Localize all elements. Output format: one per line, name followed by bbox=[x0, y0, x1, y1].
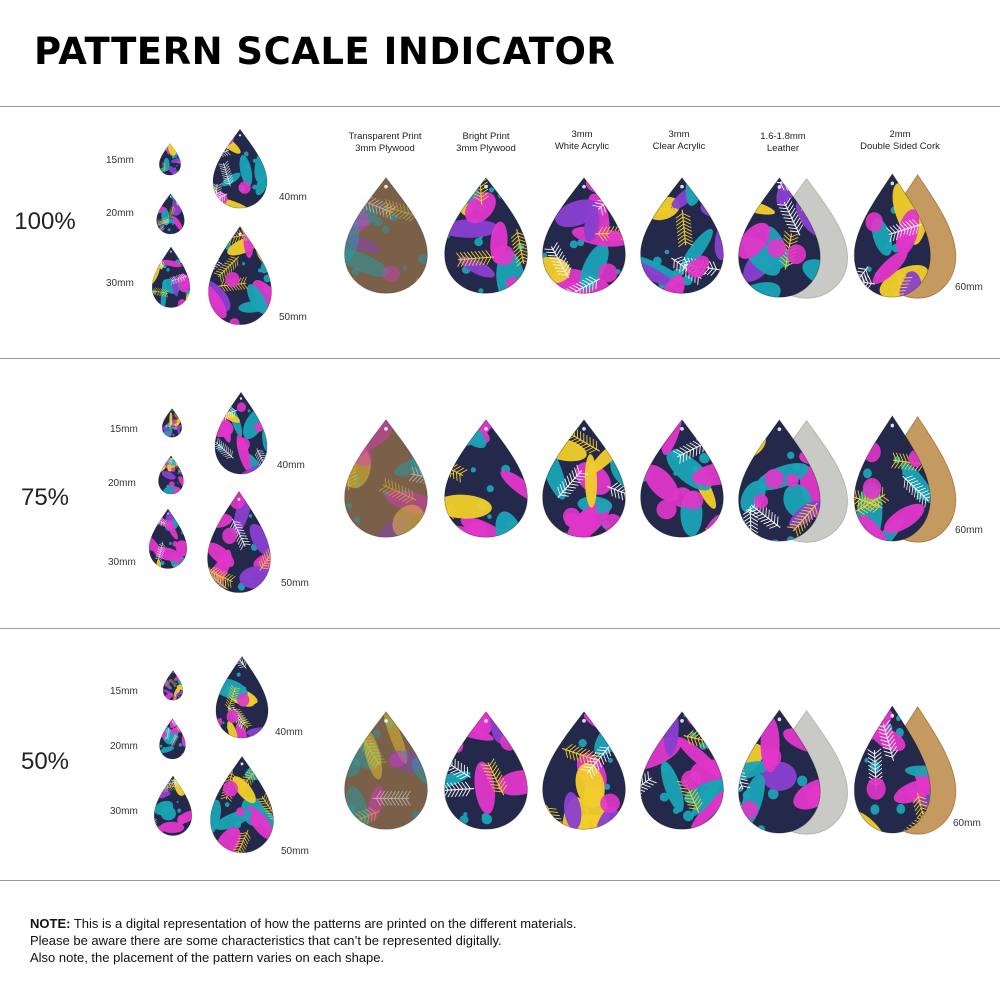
note-line-2: Please be aware there are some character… bbox=[30, 933, 502, 948]
sample-clear-acrylic-100 bbox=[636, 176, 728, 296]
sample-50mm-50 bbox=[207, 755, 277, 855]
sample-20mm-100 bbox=[155, 193, 186, 235]
sample-40mm-50 bbox=[213, 655, 271, 740]
note-label: NOTE: bbox=[30, 916, 71, 931]
size-label-50mm: 50mm bbox=[281, 578, 309, 589]
sample-20mm-75 bbox=[157, 455, 185, 495]
material-label-white-acrylic: 3mm White Acrylic bbox=[554, 129, 610, 152]
sample-white-acrylic-75 bbox=[538, 418, 630, 540]
size-label-40mm: 40mm bbox=[279, 192, 307, 203]
scale-label-75: 75% bbox=[20, 484, 70, 511]
sample-30mm-75 bbox=[147, 508, 189, 570]
size-label-20mm: 20mm bbox=[106, 208, 134, 219]
sample-40mm-100 bbox=[210, 128, 270, 210]
size-label-30mm: 30mm bbox=[108, 557, 136, 568]
sample-15mm-75 bbox=[161, 408, 183, 438]
divider bbox=[0, 358, 1000, 359]
note-line-3: Also note, the placement of the pattern … bbox=[30, 950, 385, 965]
size-label-30mm: 30mm bbox=[106, 278, 134, 289]
sample-50mm-100 bbox=[205, 225, 275, 327]
page-title: PATTERN SCALE INDICATOR bbox=[34, 30, 616, 73]
sample-40mm-75 bbox=[212, 391, 270, 476]
sample-cork-50 bbox=[850, 704, 960, 836]
sample-clear-acrylic-50 bbox=[636, 710, 728, 832]
scale-label-100: 100% bbox=[14, 208, 76, 235]
divider bbox=[0, 880, 1000, 881]
sample-bright-plywood-75 bbox=[440, 418, 532, 540]
material-label-clear-acrylic: 3mm Clear Acrylic bbox=[652, 129, 706, 152]
size-label-60mm: 60mm bbox=[955, 282, 983, 293]
sample-transparent-plywood-100 bbox=[340, 176, 432, 296]
sample-bright-plywood-50 bbox=[440, 710, 532, 832]
size-label-15mm: 15mm bbox=[106, 155, 134, 166]
material-label-bright-plywood: Bright Print 3mm Plywood bbox=[456, 131, 516, 154]
size-label-20mm: 20mm bbox=[110, 741, 138, 752]
sample-leather-75 bbox=[734, 418, 852, 544]
size-label-60mm: 60mm bbox=[955, 525, 983, 536]
size-label-50mm: 50mm bbox=[279, 312, 307, 323]
sample-15mm-100 bbox=[158, 143, 182, 176]
sample-50mm-75 bbox=[204, 490, 274, 595]
size-label-20mm: 20mm bbox=[108, 478, 136, 489]
sample-white-acrylic-50 bbox=[538, 710, 630, 832]
sample-transparent-plywood-50 bbox=[340, 710, 432, 832]
divider bbox=[0, 628, 1000, 629]
disclaimer-note: NOTE: This is a digital representation o… bbox=[30, 915, 577, 966]
sample-clear-acrylic-75 bbox=[636, 418, 728, 540]
material-label-leather: 1.6-1.8mm Leather bbox=[760, 131, 806, 154]
size-label-60mm: 60mm bbox=[953, 818, 981, 829]
sample-30mm-100 bbox=[150, 246, 192, 309]
size-label-15mm: 15mm bbox=[110, 686, 138, 697]
size-label-40mm: 40mm bbox=[275, 727, 303, 738]
size-label-15mm: 15mm bbox=[110, 424, 138, 435]
sample-bright-plywood-100 bbox=[440, 176, 532, 296]
material-label-transparent-plywood: Transparent Print 3mm Plywood bbox=[348, 131, 422, 154]
sample-15mm-50 bbox=[162, 670, 184, 701]
sample-transparent-plywood-75 bbox=[340, 418, 432, 540]
note-line-1: This is a digital representation of how … bbox=[70, 916, 577, 931]
sample-leather-50 bbox=[734, 708, 852, 836]
sample-white-acrylic-100 bbox=[538, 176, 630, 296]
material-label-cork: 2mm Double Sided Cork bbox=[860, 129, 940, 152]
sample-30mm-50 bbox=[152, 775, 194, 837]
scale-label-50: 50% bbox=[20, 748, 70, 775]
size-label-40mm: 40mm bbox=[277, 460, 305, 471]
sample-cork-100 bbox=[850, 172, 960, 300]
divider bbox=[0, 106, 1000, 107]
size-label-50mm: 50mm bbox=[281, 846, 309, 857]
size-label-30mm: 30mm bbox=[110, 806, 138, 817]
sample-20mm-50 bbox=[158, 718, 187, 760]
sample-leather-100 bbox=[734, 176, 852, 300]
sample-cork-75 bbox=[850, 414, 960, 544]
